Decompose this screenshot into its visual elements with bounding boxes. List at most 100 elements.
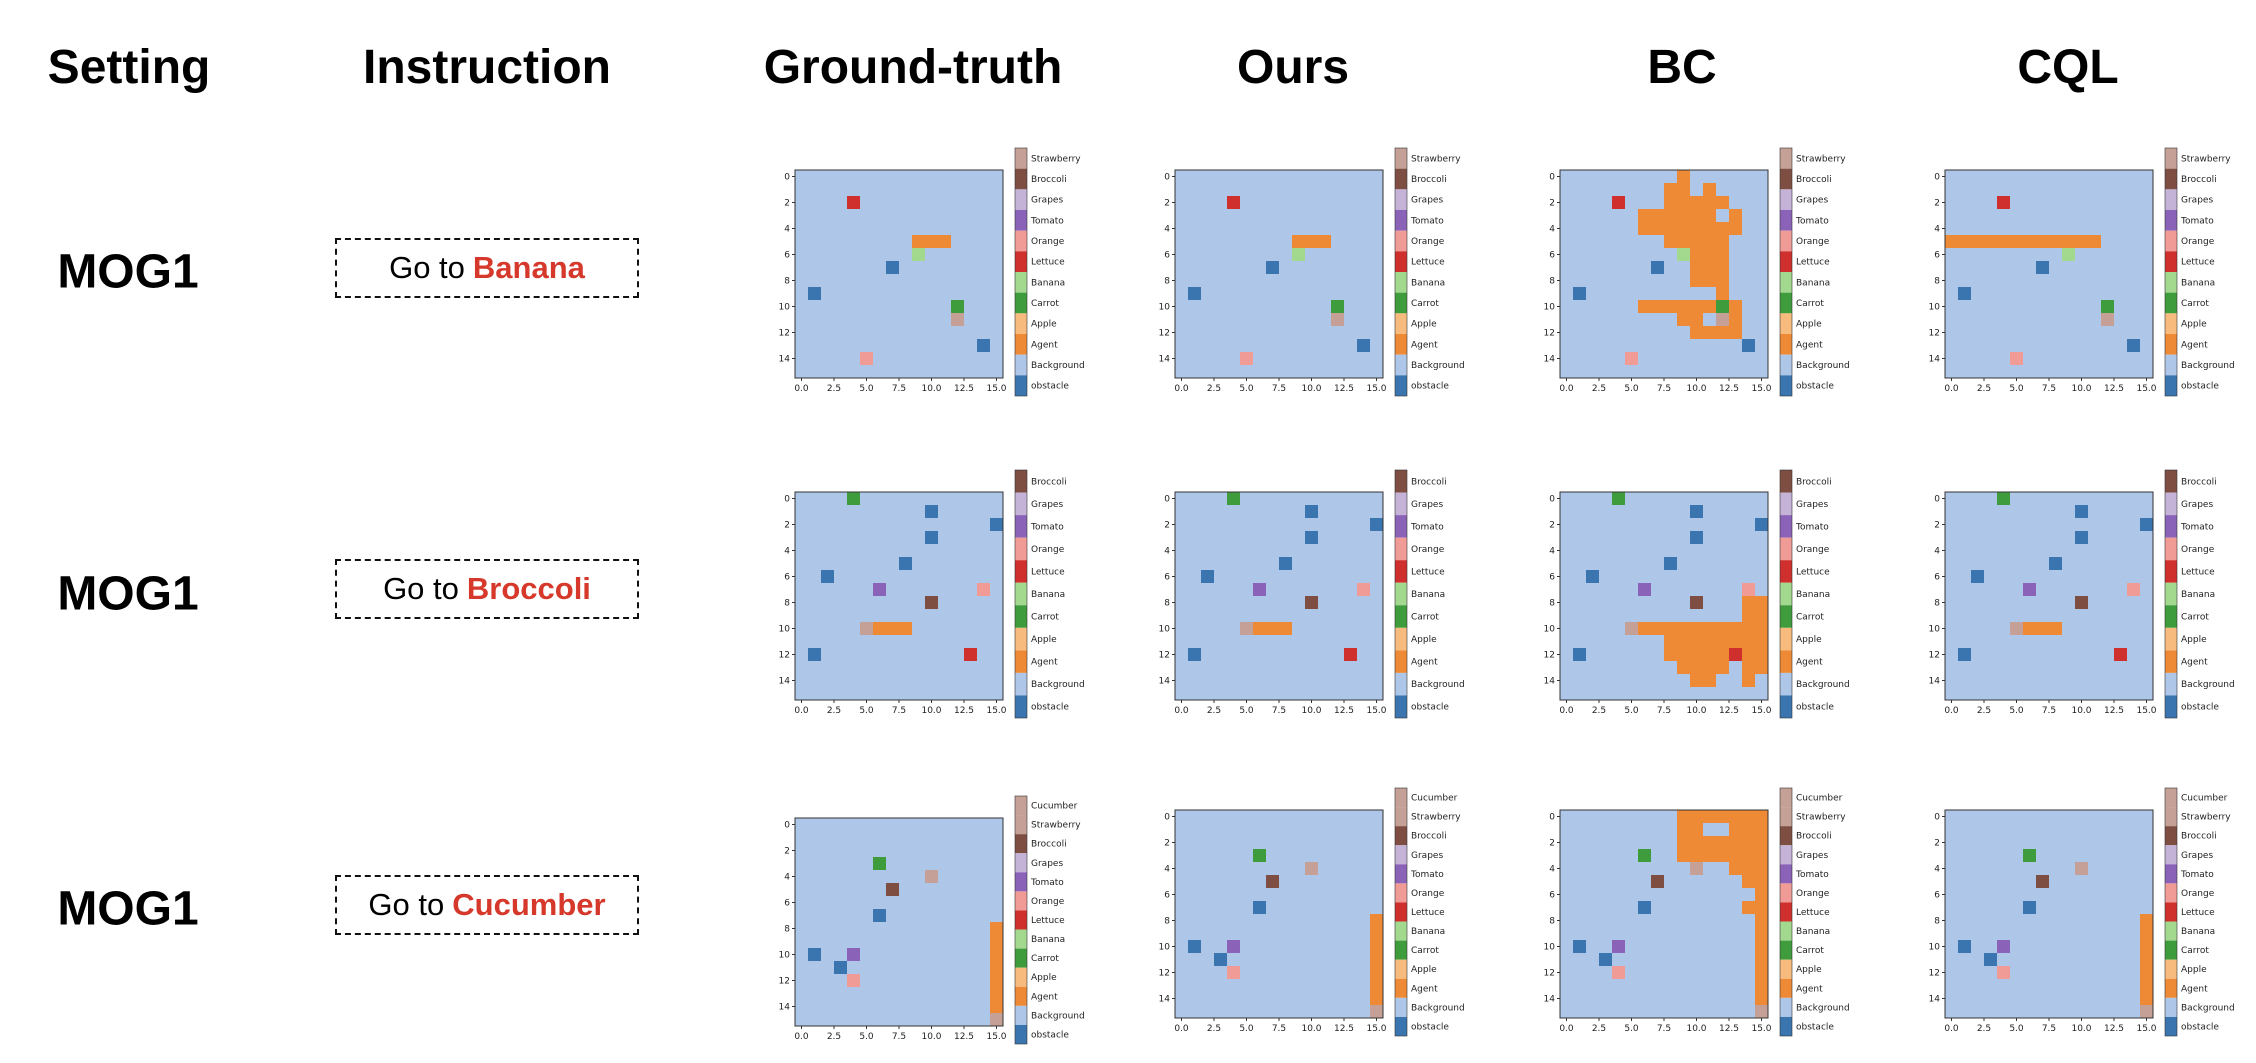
legend-label-obstacle: obstacle xyxy=(1031,1030,1069,1040)
cell-agent xyxy=(1716,661,1729,674)
cell-orange xyxy=(860,352,873,365)
cell-agent xyxy=(1742,836,1755,849)
y-tick-label: 6 xyxy=(1549,573,1555,583)
legend-swatch-broccoli xyxy=(1395,168,1407,190)
y-tick-label: 10 xyxy=(1929,303,1941,313)
y-tick-label: 12 xyxy=(1929,969,1940,979)
cell-agent xyxy=(1677,222,1690,235)
y-tick-label: 2 xyxy=(1549,839,1555,849)
y-tick-label: 0 xyxy=(1549,173,1555,183)
y-tick-label: 6 xyxy=(784,573,790,583)
cell-obstacle xyxy=(1586,570,1599,583)
legend-label-carrot: Carrot xyxy=(2181,946,2209,956)
legend-label-strawberry: Strawberry xyxy=(1411,813,1461,823)
cell-agent xyxy=(2062,235,2075,248)
x-tick-label: 12.5 xyxy=(1334,706,1354,716)
y-tick-label: 0 xyxy=(1934,495,1940,505)
cell-agent xyxy=(1677,622,1690,635)
cell-orange xyxy=(1997,966,2010,979)
cell-carrot xyxy=(2101,300,2114,313)
y-tick-label: 10 xyxy=(1929,943,1941,953)
legend-swatch-banana xyxy=(2165,921,2177,941)
legend-swatch-obstacle xyxy=(1780,695,1792,718)
legend-swatch-banana xyxy=(1395,921,1407,941)
x-tick-label: 7.5 xyxy=(892,1032,906,1042)
cell-obstacle xyxy=(834,961,847,974)
cell-carrot xyxy=(1253,849,1266,862)
x-tick-label: 5.0 xyxy=(1239,384,1254,394)
cell-orange xyxy=(1227,966,1240,979)
legend-swatch-lettuce xyxy=(1015,910,1027,930)
cell-agent xyxy=(1755,979,1768,992)
legend-label-agent: Agent xyxy=(1031,340,1058,350)
header-instruction: Instruction xyxy=(363,41,611,94)
y-tick-label: 8 xyxy=(784,277,790,287)
cell-obstacle xyxy=(899,557,912,570)
x-tick-label: 0.0 xyxy=(794,384,809,394)
x-tick-label: 5.0 xyxy=(859,384,874,394)
legend-frame xyxy=(1014,147,1028,397)
x-tick-label: 2.5 xyxy=(1977,706,1991,716)
legend-swatch-obstacle xyxy=(1395,695,1407,718)
y-tick-label: 10 xyxy=(1929,625,1941,635)
cell-agent xyxy=(2010,235,2023,248)
legend-swatch-background xyxy=(2165,354,2177,376)
legend-label-lettuce: Lettuce xyxy=(1411,567,1445,577)
legend-swatch-apple xyxy=(1780,313,1792,334)
legend-label-obstacle: obstacle xyxy=(2181,382,2219,392)
cell-agent xyxy=(1703,674,1716,687)
cell-agent xyxy=(1755,648,1768,661)
legend-frame xyxy=(1394,147,1408,397)
legend-swatch-background xyxy=(1395,672,1407,696)
legend-swatch-agent xyxy=(2165,978,2177,998)
cell-agent xyxy=(1677,196,1690,209)
cell-obstacle xyxy=(2075,531,2088,544)
instruction-target: Banana xyxy=(472,250,585,285)
legend-frame xyxy=(1014,795,1028,1045)
legend-label-carrot: Carrot xyxy=(1031,954,1059,964)
cell-orange xyxy=(1612,966,1625,979)
cell-tomato xyxy=(873,583,886,596)
legend-swatch-banana xyxy=(1395,582,1407,606)
legend-swatch-carrot xyxy=(1395,605,1407,628)
legend-label-agent: Agent xyxy=(1411,340,1438,350)
legend-label-broccoli: Broccoli xyxy=(1031,477,1067,487)
legend-swatch-broccoli xyxy=(1015,168,1027,190)
legend-swatch-broccoli xyxy=(1780,168,1792,190)
cell-agent xyxy=(1984,235,1997,248)
cell-agent xyxy=(1716,849,1729,862)
x-tick-label: 10.0 xyxy=(921,1032,941,1042)
cell-obstacle xyxy=(1958,648,1971,661)
cell-tomato xyxy=(1253,583,1266,596)
legend-label-grapes: Grapes xyxy=(2181,851,2213,861)
legend-label-carrot: Carrot xyxy=(1411,299,1439,309)
y-tick-label: 6 xyxy=(1934,251,1940,261)
cell-agent xyxy=(1729,823,1742,836)
legend-label-tomato: Tomato xyxy=(1030,522,1064,532)
legend-swatch-banana xyxy=(1780,921,1792,941)
legend-label-grapes: Grapes xyxy=(1796,500,1828,510)
legend-label-strawberry: Strawberry xyxy=(1796,813,1846,823)
cell-agent xyxy=(1742,810,1755,823)
grid-background xyxy=(795,818,1003,1026)
y-tick-label: 14 xyxy=(1159,355,1171,365)
legend-swatch-grapes xyxy=(1395,845,1407,865)
y-tick-label: 2 xyxy=(784,521,790,531)
legend-label-obstacle: obstacle xyxy=(1411,703,1449,713)
cell-agent xyxy=(1690,326,1703,339)
cell-agent xyxy=(2140,992,2153,1005)
legend-swatch-apple xyxy=(1780,959,1792,979)
header-ground-truth: Ground-truth xyxy=(763,41,1063,94)
cell-obstacle xyxy=(1266,261,1279,274)
cell-agent xyxy=(1729,209,1742,222)
x-tick-label: 15.0 xyxy=(1366,384,1386,394)
legend-label-broccoli: Broccoli xyxy=(1796,832,1832,842)
x-tick-label: 5.0 xyxy=(1239,706,1254,716)
cell-orange xyxy=(1240,352,1253,365)
x-tick-label: 2.5 xyxy=(1977,384,1991,394)
cell-agent xyxy=(1755,862,1768,875)
x-tick-label: 7.5 xyxy=(2042,706,2056,716)
legend-swatch-carrot xyxy=(1780,292,1792,314)
y-tick-label: 8 xyxy=(1934,599,1940,609)
cell-agent xyxy=(1651,222,1664,235)
